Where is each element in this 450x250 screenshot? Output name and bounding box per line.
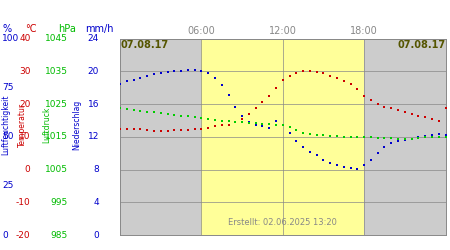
Text: %: %	[2, 24, 11, 34]
Text: 30: 30	[19, 67, 31, 76]
Text: 20: 20	[88, 67, 99, 76]
Text: 1035: 1035	[45, 67, 68, 76]
Text: 12: 12	[88, 132, 99, 141]
Text: 0: 0	[2, 230, 8, 239]
Text: Erstellt: 02.06.2025 13:20: Erstellt: 02.06.2025 13:20	[229, 218, 337, 227]
Text: 07.08.17: 07.08.17	[397, 40, 446, 50]
Bar	[202, 39, 364, 235]
Bar	[364, 39, 446, 235]
Text: 1015: 1015	[45, 132, 68, 141]
Text: °C: °C	[25, 24, 36, 34]
Text: 40: 40	[19, 34, 31, 43]
Text: -10: -10	[16, 198, 31, 207]
Text: 1005: 1005	[45, 165, 68, 174]
Text: 20: 20	[19, 100, 31, 109]
Text: 0: 0	[93, 230, 99, 239]
Text: 50: 50	[2, 132, 14, 141]
Text: hPa: hPa	[58, 24, 76, 34]
Text: 985: 985	[50, 230, 68, 239]
Text: 8: 8	[93, 165, 99, 174]
Text: Luftdruck: Luftdruck	[43, 107, 52, 143]
Text: 16: 16	[87, 100, 99, 109]
Text: 18:00: 18:00	[350, 26, 378, 36]
Text: 75: 75	[2, 83, 14, 92]
Text: 100: 100	[2, 34, 19, 43]
Text: 12:00: 12:00	[269, 26, 297, 36]
Text: Niederschlag: Niederschlag	[72, 100, 81, 150]
Text: 24: 24	[88, 34, 99, 43]
Text: 06:00: 06:00	[188, 26, 216, 36]
Text: Luftfeuchtigkeit: Luftfeuchtigkeit	[1, 95, 10, 155]
Text: 4: 4	[94, 198, 99, 207]
Text: 07.08.17: 07.08.17	[120, 40, 168, 50]
Text: 1045: 1045	[45, 34, 68, 43]
Text: 25: 25	[2, 182, 13, 190]
Text: -20: -20	[16, 230, 31, 239]
Text: 995: 995	[50, 198, 68, 207]
Text: Temperatur: Temperatur	[18, 103, 27, 147]
Text: 10: 10	[19, 132, 31, 141]
Bar	[120, 39, 202, 235]
Text: 0: 0	[25, 165, 31, 174]
Text: 1025: 1025	[45, 100, 68, 109]
Text: mm/h: mm/h	[85, 24, 113, 34]
